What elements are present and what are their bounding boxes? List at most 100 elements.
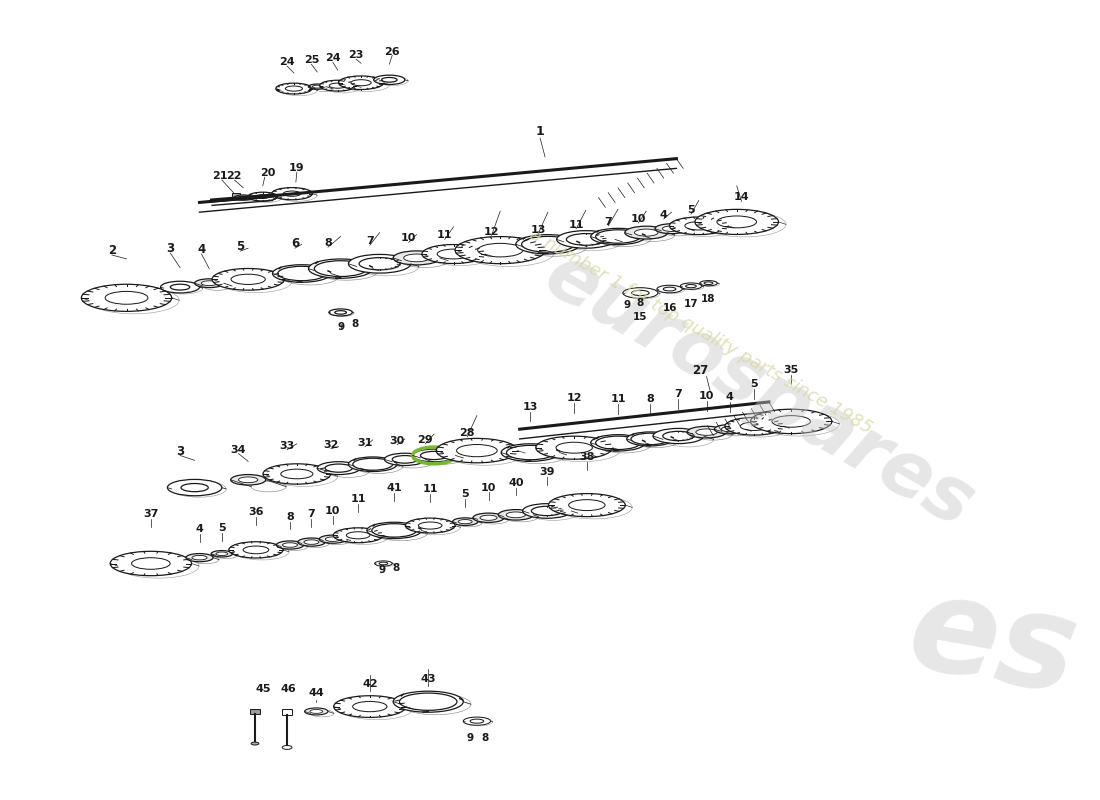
Text: 19: 19 [289, 163, 305, 174]
Ellipse shape [399, 693, 456, 710]
Text: 44: 44 [308, 688, 324, 698]
Ellipse shape [375, 561, 393, 566]
Ellipse shape [740, 422, 768, 430]
Ellipse shape [506, 446, 554, 460]
Text: 13: 13 [522, 402, 538, 412]
Text: 31: 31 [358, 438, 373, 448]
Ellipse shape [346, 532, 370, 539]
Text: 41: 41 [386, 483, 402, 494]
Text: 23: 23 [349, 50, 364, 61]
Ellipse shape [334, 310, 346, 314]
Ellipse shape [239, 477, 257, 482]
Ellipse shape [349, 254, 410, 273]
Text: 11: 11 [422, 485, 438, 494]
Ellipse shape [329, 83, 346, 88]
Ellipse shape [680, 283, 702, 290]
Ellipse shape [456, 445, 497, 457]
Text: 38: 38 [580, 452, 594, 462]
Text: 4: 4 [196, 524, 204, 534]
Ellipse shape [420, 451, 448, 459]
Ellipse shape [315, 261, 367, 277]
Ellipse shape [685, 285, 696, 288]
Ellipse shape [186, 554, 213, 562]
Ellipse shape [276, 541, 304, 549]
Ellipse shape [556, 442, 593, 453]
Text: 3: 3 [176, 445, 184, 458]
Ellipse shape [393, 251, 440, 265]
Text: 8: 8 [393, 563, 399, 574]
Ellipse shape [521, 236, 574, 252]
Ellipse shape [557, 230, 615, 248]
Text: 11: 11 [437, 230, 452, 241]
Text: 21: 21 [212, 171, 228, 181]
Ellipse shape [251, 742, 258, 745]
Ellipse shape [502, 444, 560, 462]
Ellipse shape [308, 259, 373, 278]
Ellipse shape [280, 469, 312, 478]
Ellipse shape [319, 535, 346, 543]
Ellipse shape [404, 254, 429, 262]
Text: 27: 27 [693, 364, 708, 377]
Ellipse shape [110, 551, 191, 576]
Text: 5: 5 [461, 490, 469, 499]
Text: 32: 32 [323, 440, 339, 450]
Ellipse shape [195, 279, 223, 287]
Text: 7: 7 [308, 509, 316, 518]
Text: 9: 9 [378, 566, 386, 575]
Ellipse shape [263, 464, 331, 484]
Ellipse shape [750, 410, 832, 434]
Ellipse shape [455, 237, 546, 264]
Ellipse shape [333, 696, 406, 718]
Ellipse shape [714, 425, 746, 434]
Text: 18: 18 [702, 294, 716, 304]
Ellipse shape [201, 281, 218, 286]
Text: 24: 24 [279, 58, 295, 67]
Text: 34: 34 [231, 445, 246, 454]
Ellipse shape [452, 518, 477, 526]
Ellipse shape [522, 504, 571, 518]
Text: 10: 10 [630, 214, 646, 224]
Ellipse shape [662, 226, 681, 231]
Ellipse shape [229, 542, 283, 558]
Text: 16: 16 [662, 303, 676, 314]
Text: 10: 10 [481, 482, 496, 493]
Text: 10: 10 [326, 506, 341, 516]
Ellipse shape [480, 515, 497, 520]
Ellipse shape [437, 249, 470, 259]
Text: 10: 10 [402, 234, 417, 243]
Ellipse shape [298, 538, 326, 546]
Ellipse shape [351, 80, 371, 86]
Ellipse shape [477, 243, 522, 257]
Ellipse shape [216, 552, 228, 555]
Text: 2: 2 [108, 244, 115, 257]
Bar [250, 710, 260, 714]
Ellipse shape [531, 506, 562, 516]
Text: 13: 13 [530, 225, 546, 234]
Text: 25: 25 [304, 55, 319, 66]
Ellipse shape [212, 269, 284, 290]
Ellipse shape [231, 474, 266, 485]
Ellipse shape [591, 434, 646, 451]
Ellipse shape [625, 226, 668, 239]
Bar [232, 193, 241, 198]
Ellipse shape [670, 217, 728, 234]
Ellipse shape [393, 455, 418, 463]
Text: 30: 30 [389, 436, 405, 446]
Ellipse shape [326, 537, 340, 542]
Ellipse shape [772, 416, 811, 427]
Text: 35: 35 [783, 365, 799, 374]
Text: 10: 10 [698, 391, 714, 401]
Ellipse shape [353, 458, 393, 470]
Ellipse shape [725, 418, 783, 435]
Text: 11: 11 [351, 494, 366, 504]
Ellipse shape [182, 483, 208, 492]
Text: 9: 9 [466, 733, 474, 742]
Ellipse shape [695, 210, 779, 234]
Ellipse shape [717, 216, 757, 228]
Ellipse shape [566, 234, 605, 246]
Text: 5: 5 [688, 205, 695, 215]
Text: 8: 8 [637, 298, 644, 307]
Ellipse shape [506, 512, 526, 518]
Ellipse shape [372, 524, 417, 537]
Ellipse shape [367, 522, 421, 538]
